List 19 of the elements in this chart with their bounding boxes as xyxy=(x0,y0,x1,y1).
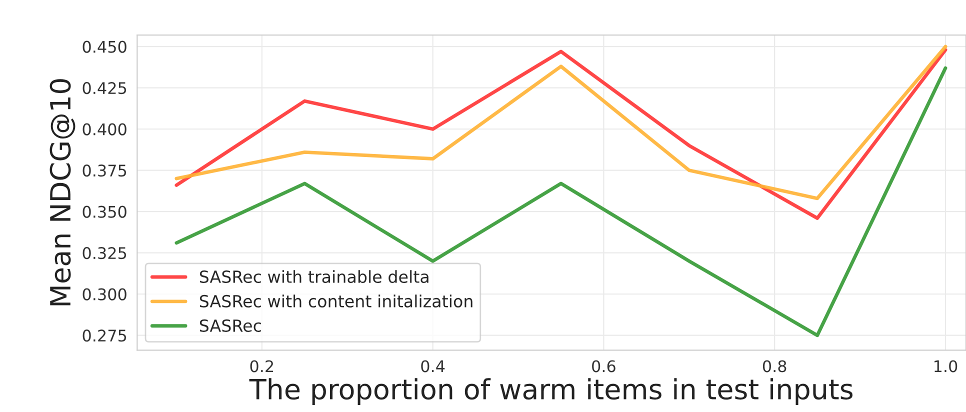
y-tick-label: 0.325 xyxy=(82,247,126,260)
legend-label: SASRec with trainable delta xyxy=(200,270,428,284)
x-tick-label: 0.4 xyxy=(421,360,445,372)
line-series xyxy=(174,66,948,338)
x-axis-title: The proportion of warm items in test inputs xyxy=(249,378,852,406)
x-tick-label: 0.2 xyxy=(250,360,274,372)
y-tick-label: 0.450 xyxy=(82,40,126,53)
y-tick-label: 0.350 xyxy=(82,206,126,218)
y-tick-label: 0.375 xyxy=(82,164,126,177)
x-tick-label: 1.0 xyxy=(934,360,958,372)
y-tick-label: 0.275 xyxy=(82,330,126,342)
y-axis-title: Mean NDCG@10 xyxy=(50,79,76,306)
y-tick-label: 0.425 xyxy=(82,82,126,94)
y-tick-label: 0.300 xyxy=(82,288,126,300)
legend-label: SASRec xyxy=(200,319,261,332)
x-tick-label: 0.6 xyxy=(592,360,616,372)
legend-label: SASRec with content initalization xyxy=(200,294,472,308)
y-tick-label: 0.400 xyxy=(82,123,126,136)
x-tick-label: 0.8 xyxy=(762,360,786,372)
